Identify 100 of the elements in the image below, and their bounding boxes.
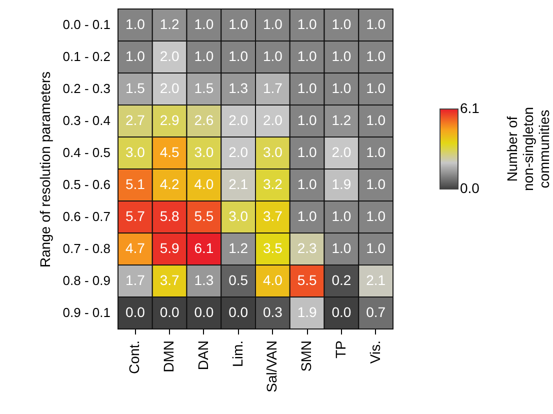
data-label: 3.7 xyxy=(160,272,180,288)
y-tick-label: 0.9 - 0.1 xyxy=(62,305,110,320)
data-label: 1.0 xyxy=(366,80,386,96)
data-label: 1.2 xyxy=(332,112,352,128)
data-label: 3.2 xyxy=(262,176,283,192)
data-label: 1.0 xyxy=(297,80,318,96)
y-tick-label: 0.0 - 0.1 xyxy=(62,17,110,32)
data-label: 4.5 xyxy=(160,144,180,160)
data-label: 2.7 xyxy=(125,112,146,128)
data-label: 1.2 xyxy=(228,240,248,256)
x-tick-label: Vis. xyxy=(366,340,383,364)
data-label: 1.0 xyxy=(297,48,318,64)
color-bar-title: Number of non-singleton communities xyxy=(504,106,552,192)
data-label: 1.0 xyxy=(297,208,318,224)
data-label: 1.7 xyxy=(125,272,146,288)
data-label: 0.3 xyxy=(262,304,283,320)
data-label: 6.1 xyxy=(194,240,214,256)
data-label: 2.9 xyxy=(160,112,180,128)
data-label: 1.3 xyxy=(194,272,214,288)
y-tick-label: 0.8 - 0.9 xyxy=(62,273,110,288)
data-label: 1.0 xyxy=(366,16,386,32)
data-label: 1.0 xyxy=(262,16,283,32)
data-label: 1.0 xyxy=(366,208,386,224)
data-label: 1.0 xyxy=(332,240,352,256)
x-tick-label: Sal/VAN xyxy=(264,340,280,392)
data-label: 0.0 xyxy=(332,304,352,320)
data-label: 5.5 xyxy=(194,208,214,224)
y-axis-title: Range of resolution parameters xyxy=(36,71,53,268)
data-label: 0.0 xyxy=(160,304,180,320)
y-tick-label: 0.3 - 0.4 xyxy=(62,113,110,128)
y-tick-label: 0.5 - 0.6 xyxy=(62,177,110,192)
data-label: 0.0 xyxy=(125,304,146,320)
data-label: 0.7 xyxy=(366,304,386,320)
data-label: 2.0 xyxy=(228,112,248,128)
data-label: 1.9 xyxy=(297,304,318,320)
data-label: 5.8 xyxy=(160,208,180,224)
data-label: 5.9 xyxy=(160,240,180,256)
data-label: 1.7 xyxy=(262,80,283,96)
data-label: 0.0 xyxy=(194,304,214,320)
data-label: 1.9 xyxy=(332,176,352,192)
data-label: 1.0 xyxy=(297,176,318,192)
data-label: 1.0 xyxy=(125,16,146,32)
y-tick-label: 0.1 - 0.2 xyxy=(62,49,110,64)
data-label: 1.0 xyxy=(297,16,318,32)
data-label: 2.1 xyxy=(366,272,386,288)
color-bar-label: 0.0 xyxy=(460,180,480,196)
data-label: 1.5 xyxy=(125,80,146,96)
data-label: 3.5 xyxy=(262,240,283,256)
data-label: 1.0 xyxy=(125,48,146,64)
data-label: 4.0 xyxy=(262,272,283,288)
data-label: 1.0 xyxy=(366,240,386,256)
data-label: 2.1 xyxy=(228,176,248,192)
x-tick-label: DAN xyxy=(194,340,211,370)
data-label: 2.0 xyxy=(160,80,180,96)
data-label: 5.5 xyxy=(297,272,318,288)
data-label: 2.0 xyxy=(332,144,352,160)
data-label: 0.5 xyxy=(228,272,248,288)
data-label: 5.7 xyxy=(125,208,146,224)
x-tick-label: DMN xyxy=(160,340,177,372)
data-label: 5.1 xyxy=(125,176,146,192)
x-tick-label: Cont. xyxy=(126,340,142,374)
data-label: 3.0 xyxy=(194,144,214,160)
color-bar-label: 6.1 xyxy=(460,100,480,116)
x-tick-label: TP xyxy=(332,340,348,358)
data-label: 1.0 xyxy=(297,144,318,160)
data-label: 0.2 xyxy=(332,272,352,288)
data-label: 1.2 xyxy=(160,16,180,32)
data-label: 2.0 xyxy=(160,48,180,64)
data-label: 1.0 xyxy=(194,16,214,32)
data-label: 3.7 xyxy=(262,208,283,224)
data-label: 1.0 xyxy=(366,144,386,160)
data-label: 1.0 xyxy=(332,208,352,224)
data-label: 1.0 xyxy=(332,48,352,64)
data-label: 0.0 xyxy=(228,304,248,320)
data-label: 1.0 xyxy=(228,48,248,64)
data-label: 1.3 xyxy=(228,80,248,96)
data-label: 1.0 xyxy=(297,112,318,128)
data-label: 1.0 xyxy=(228,16,248,32)
data-label: 4.7 xyxy=(125,240,146,256)
data-label: 2.6 xyxy=(194,112,214,128)
data-label: 1.0 xyxy=(332,80,352,96)
data-label: 3.0 xyxy=(228,208,248,224)
data-label: 2.3 xyxy=(297,240,318,256)
x-tick-label: Lim. xyxy=(229,340,246,367)
data-label: 1.0 xyxy=(194,48,214,64)
data-label: 4.0 xyxy=(194,176,214,192)
data-label: 2.0 xyxy=(228,144,248,160)
data-label: 4.2 xyxy=(160,176,180,192)
data-label: 2.0 xyxy=(262,112,283,128)
y-tick-label: 0.6 - 0.7 xyxy=(62,209,110,224)
y-tick-label: 0.7 - 0.8 xyxy=(62,241,110,256)
data-label: 1.0 xyxy=(366,112,386,128)
data-label: 1.0 xyxy=(262,48,283,64)
x-tick-label: SMN xyxy=(298,340,314,372)
data-label: 1.5 xyxy=(194,80,214,96)
data-label: 3.0 xyxy=(262,144,283,160)
y-tick-label: 0.2 - 0.3 xyxy=(62,81,110,96)
data-label: 1.0 xyxy=(366,176,386,192)
data-label: 1.0 xyxy=(332,16,352,32)
data-label: 1.0 xyxy=(366,48,386,64)
